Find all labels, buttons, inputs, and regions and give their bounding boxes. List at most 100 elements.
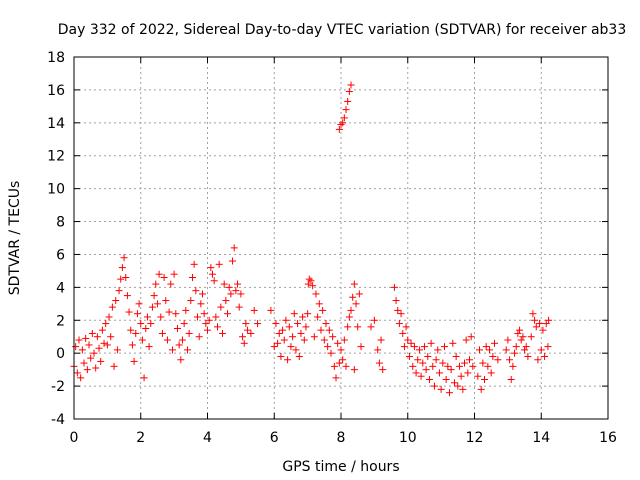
data-point (407, 339, 415, 347)
data-point (455, 362, 463, 370)
plot-frame (73, 56, 609, 420)
data-point (394, 306, 402, 314)
data-point (486, 346, 494, 354)
data-point (197, 300, 205, 308)
y-tick-label: -2 (51, 379, 65, 395)
data-point (349, 293, 357, 301)
data-point (95, 344, 103, 352)
data-point (270, 343, 278, 351)
data-point (460, 359, 468, 367)
data-point (357, 343, 365, 351)
data-point (395, 320, 403, 328)
data-point (78, 346, 86, 354)
data-point (247, 329, 255, 337)
data-point (180, 320, 188, 328)
data-point (514, 329, 522, 337)
data-point (367, 323, 375, 331)
data-point (400, 343, 408, 351)
data-point (534, 356, 542, 364)
data-point (377, 336, 385, 344)
data-point (529, 310, 537, 318)
data-point (399, 329, 407, 337)
data-point (88, 329, 96, 337)
data-point (73, 369, 81, 377)
data-point (344, 97, 352, 105)
x-tick-label: 6 (270, 430, 279, 446)
data-point (150, 292, 158, 300)
data-point (464, 369, 472, 377)
data-point (379, 366, 387, 374)
data-point (80, 359, 88, 367)
data-point (484, 362, 492, 370)
data-point (172, 310, 180, 318)
data-point (207, 264, 215, 272)
data-point (445, 389, 453, 397)
data-point (220, 280, 228, 288)
data-point (524, 352, 532, 360)
data-point (274, 339, 282, 347)
data-point (337, 346, 345, 354)
data-point (168, 346, 176, 354)
data-point (339, 119, 347, 127)
data-point (521, 346, 529, 354)
data-point (195, 333, 203, 341)
y-tick-label: 6 (56, 247, 65, 263)
data-point (522, 343, 530, 351)
data-point (225, 283, 233, 291)
data-point (97, 357, 105, 365)
data-point (234, 280, 242, 288)
data-points (70, 81, 553, 397)
data-point (347, 306, 355, 314)
data-point (314, 313, 322, 321)
y-tick-label: -4 (51, 412, 65, 428)
data-point (312, 290, 320, 298)
data-point (339, 356, 347, 364)
data-point (120, 254, 128, 262)
data-point (133, 310, 141, 318)
data-point (209, 270, 217, 278)
data-point (212, 313, 220, 321)
data-point (345, 313, 353, 321)
data-point (457, 372, 465, 380)
data-point (310, 333, 318, 341)
data-point (287, 343, 295, 351)
data-point (299, 313, 307, 321)
data-point (322, 320, 330, 328)
data-point (392, 297, 400, 305)
data-point (165, 308, 173, 316)
data-point (224, 310, 232, 318)
data-point (516, 326, 524, 334)
data-point (405, 352, 413, 360)
data-point (355, 290, 363, 298)
data-point (527, 333, 535, 341)
data-point (545, 316, 553, 324)
data-point (185, 329, 193, 337)
data-point (352, 300, 360, 308)
data-point (544, 343, 552, 351)
data-point (219, 329, 227, 337)
grid-lines (74, 57, 608, 419)
data-point (504, 336, 512, 344)
data-point (244, 326, 252, 334)
data-point (479, 359, 487, 367)
data-point (92, 364, 100, 372)
x-tick-label: 8 (337, 430, 346, 446)
data-point (409, 362, 417, 370)
data-point (235, 303, 243, 311)
data-point (267, 306, 275, 314)
data-point (294, 320, 302, 328)
x-tick-label: 4 (203, 430, 212, 446)
data-point (152, 280, 160, 288)
data-point (459, 385, 467, 393)
data-point (465, 356, 473, 364)
data-point (170, 270, 178, 278)
data-point (292, 346, 300, 354)
data-point (85, 341, 93, 349)
data-point (440, 343, 448, 351)
data-point (227, 290, 235, 298)
data-point (118, 264, 126, 272)
data-point (125, 308, 133, 316)
data-point (419, 359, 427, 367)
data-point (289, 333, 297, 341)
data-point (173, 325, 181, 332)
